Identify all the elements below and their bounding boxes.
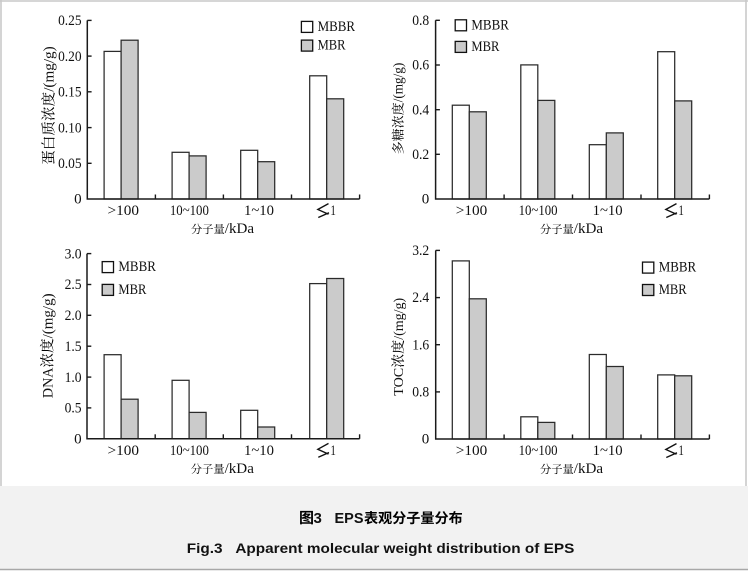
svg-text:MBR: MBR [118, 282, 146, 298]
svg-text:MBBR: MBBR [659, 260, 697, 276]
svg-text:3.2: 3.2 [412, 243, 429, 259]
svg-text:MBBR: MBBR [318, 19, 356, 35]
svg-text:2.5: 2.5 [65, 277, 82, 293]
svg-text:/kDa: /kDa [574, 461, 604, 477]
svg-text:10~100: 10~100 [170, 443, 209, 459]
svg-text:1: 1 [330, 203, 336, 219]
svg-text:1: 1 [330, 443, 336, 459]
svg-text:/kDa: /kDa [225, 221, 255, 237]
svg-text:0.8: 0.8 [412, 385, 429, 401]
svg-text:0: 0 [422, 432, 430, 448]
svg-text:1~10: 1~10 [593, 443, 623, 459]
svg-text:10~100: 10~100 [519, 443, 558, 459]
svg-text:10~100: 10~100 [519, 203, 558, 219]
svg-text:/(mg/g): /(mg/g) [40, 293, 56, 338]
svg-text:/(mg/g): /(mg/g) [391, 63, 406, 103]
svg-text:/(mg/g): /(mg/g) [392, 297, 407, 339]
svg-text:0: 0 [74, 432, 82, 448]
svg-text:1~10: 1~10 [593, 203, 623, 219]
svg-text:>100: >100 [456, 443, 488, 459]
svg-text:3: 3 [314, 510, 322, 527]
svg-text:0: 0 [74, 192, 82, 208]
svg-text:0.15: 0.15 [58, 85, 82, 101]
svg-text:1: 1 [678, 443, 684, 459]
svg-text:1~10: 1~10 [244, 203, 274, 219]
svg-text:0.05: 0.05 [58, 156, 82, 172]
svg-text:TOC: TOC [392, 368, 407, 396]
svg-text:1: 1 [678, 203, 684, 219]
svg-text:1.5: 1.5 [65, 339, 82, 355]
svg-text:EPS: EPS [335, 511, 364, 527]
svg-text:MBBR: MBBR [471, 17, 509, 33]
svg-text:Fig.3 Apparent molecular wei: Fig.3 Apparent molecular weight distribu… [187, 540, 575, 556]
svg-text:MBBR: MBBR [118, 259, 155, 275]
svg-text:DNA: DNA [40, 367, 56, 398]
svg-text:/(mg/g): /(mg/g) [42, 46, 58, 92]
svg-text:0.20: 0.20 [58, 49, 82, 65]
svg-text:0.4: 0.4 [412, 102, 429, 118]
svg-text:/kDa: /kDa [574, 221, 604, 237]
svg-text:0.6: 0.6 [412, 58, 429, 74]
svg-text:0.8: 0.8 [412, 13, 429, 29]
svg-text:0.5: 0.5 [65, 401, 82, 417]
svg-text:MBR: MBR [471, 39, 499, 55]
svg-text:1.6: 1.6 [412, 337, 429, 353]
svg-text:>100: >100 [456, 203, 488, 219]
svg-text:>100: >100 [108, 443, 140, 459]
svg-text:3.0: 3.0 [65, 246, 82, 262]
svg-text:1.0: 1.0 [65, 370, 82, 386]
svg-text:10~100: 10~100 [170, 203, 209, 219]
svg-text:2.0: 2.0 [65, 308, 82, 324]
svg-text:0.25: 0.25 [58, 13, 82, 29]
svg-text:0.10: 0.10 [58, 120, 82, 136]
svg-text:MBR: MBR [318, 38, 346, 54]
svg-text:1~10: 1~10 [244, 443, 274, 459]
svg-text:0: 0 [422, 192, 430, 208]
svg-text:>100: >100 [108, 203, 140, 219]
svg-text:2.4: 2.4 [412, 290, 429, 306]
svg-text:/kDa: /kDa [225, 461, 255, 477]
svg-text:MBR: MBR [659, 282, 687, 298]
svg-text:0.2: 0.2 [412, 147, 429, 163]
